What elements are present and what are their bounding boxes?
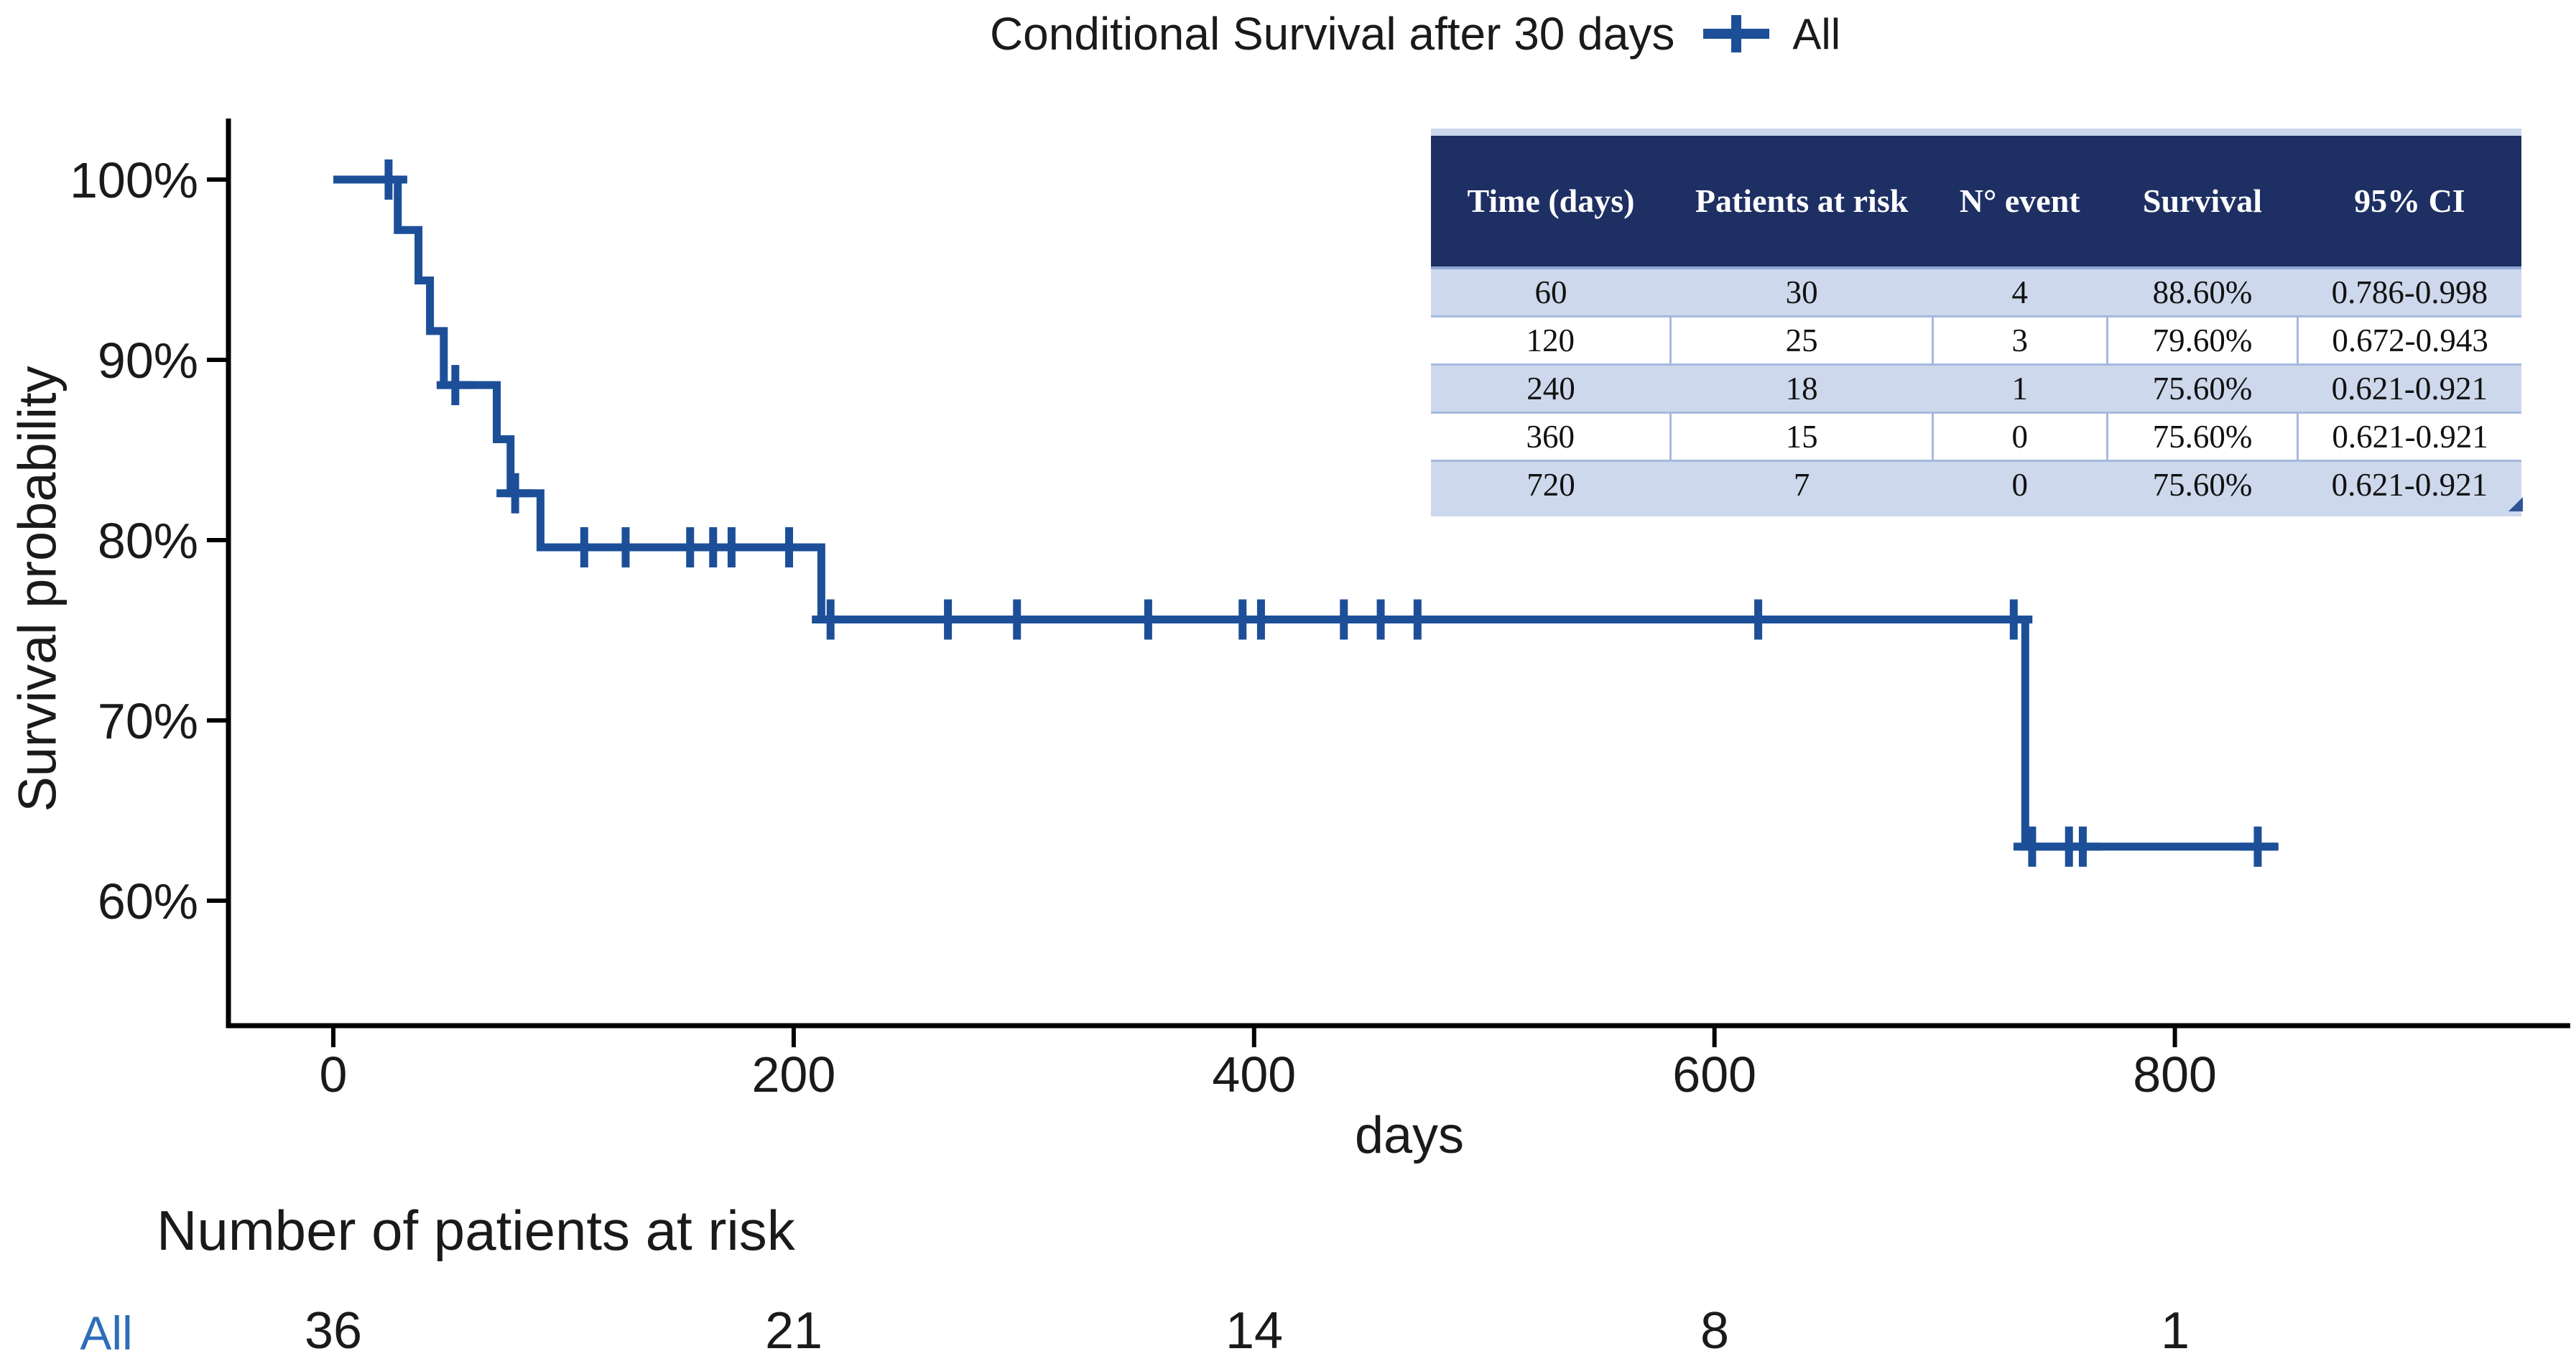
risk-count-day0: 36 <box>304 1302 363 1360</box>
censor-mark <box>496 473 534 514</box>
censor-mark <box>713 527 751 568</box>
risk-count-day400: 14 <box>1225 1302 1284 1360</box>
cell-at-risk: 18 <box>1670 363 1933 413</box>
x-tick-label: 600 <box>1672 1047 1756 1103</box>
x-tick-label: 0 <box>320 1047 348 1103</box>
risk-count-day600: 8 <box>1700 1302 1730 1360</box>
cell-events: 0 <box>1931 412 2108 461</box>
cell-ci: 0.786-0.998 <box>2297 266 2521 317</box>
censor-mark <box>812 599 850 640</box>
legend: All <box>1702 9 1840 59</box>
x-tick-label: 200 <box>752 1047 836 1103</box>
legend-label-all: All <box>1792 9 1841 58</box>
cell-survival: 75.60% <box>2107 363 2298 413</box>
x-tick-label: 400 <box>1212 1047 1296 1103</box>
col-header-patients-at-risk: Patients at risk <box>1670 136 1933 269</box>
risk-count-day200: 21 <box>764 1302 823 1360</box>
cell-time: 240 <box>1431 363 1671 413</box>
col-header-n-event: N° event <box>1932 136 2108 269</box>
cell-survival: 75.60% <box>2105 412 2299 461</box>
censor-mark <box>1242 599 1280 640</box>
cell-time: 360 <box>1431 412 1672 461</box>
risk-table-heading: Number of patients at risk <box>157 1199 795 1262</box>
risk-group-label: All <box>80 1307 133 1360</box>
cell-ci: 0.621-0.921 <box>2297 460 2521 508</box>
cell-ci: 0.621-0.921 <box>2297 363 2521 413</box>
y-tick-label: 60% <box>98 873 198 929</box>
cell-at-risk: 30 <box>1670 266 1933 317</box>
cell-survival: 79.60% <box>2105 315 2299 365</box>
y-tick-label: 90% <box>98 333 198 389</box>
censor-mark <box>1129 599 1167 640</box>
censor-mark <box>1325 599 1363 640</box>
y-tick-label: 70% <box>98 693 198 749</box>
censor-mark <box>929 599 967 640</box>
cell-at-risk: 7 <box>1670 460 1933 508</box>
col-header-time: Time (days) <box>1431 136 1671 269</box>
cell-events: 0 <box>1932 460 2108 508</box>
cell-events: 4 <box>1932 266 2108 317</box>
y-tick-label: 100% <box>70 152 198 208</box>
col-header-95ci: 95% CI <box>2297 136 2521 269</box>
title-row: Conditional Survival after 30 days All <box>0 7 2576 60</box>
cell-events: 1 <box>1932 363 2108 413</box>
censor-mark <box>436 365 474 406</box>
risk-count-day800: 1 <box>2160 1302 2190 1360</box>
cell-survival: 75.60% <box>2107 460 2298 508</box>
table-row: 120 25 3 79.60% 0.672-0.943 <box>1431 315 2521 365</box>
cell-time: 120 <box>1431 315 1672 365</box>
summary-table: Time (days) Patients at risk N° event Su… <box>1431 129 2521 516</box>
censor-mark <box>770 527 808 568</box>
cell-at-risk: 15 <box>1669 412 1934 461</box>
cell-time: 60 <box>1431 266 1671 317</box>
censor-mark <box>1739 599 1777 640</box>
cell-events: 3 <box>1931 315 2108 365</box>
censor-mark <box>1399 599 1437 640</box>
x-axis-title: days <box>1354 1107 1465 1164</box>
table-row: 240 18 1 75.60% 0.621-0.921 <box>1431 363 2521 413</box>
censor-mark <box>606 527 644 568</box>
summary-table-header-row: Time (days) Patients at risk N° event Su… <box>1431 136 2521 269</box>
x-tick-label: 800 <box>2133 1047 2217 1103</box>
km-curve <box>333 175 2279 851</box>
y-axis-title: Survival probability <box>7 366 68 812</box>
censor-mark <box>2238 826 2276 867</box>
censor-line-legend-icon <box>1703 15 1770 52</box>
cell-ci: 0.621-0.921 <box>2297 412 2521 461</box>
axis-lines <box>226 119 2570 1029</box>
censor-mark <box>2064 826 2102 867</box>
cell-at-risk: 25 <box>1669 315 1934 365</box>
col-header-survival: Survival <box>2107 136 2298 269</box>
table-row: 60 30 4 88.60% 0.786-0.998 <box>1431 266 2521 317</box>
table-row: 360 15 0 75.60% 0.621-0.921 <box>1431 412 2521 461</box>
censor-mark <box>1362 599 1400 640</box>
table-row: 720 7 0 75.60% 0.621-0.921 <box>1431 460 2521 508</box>
cell-ci: 0.672-0.943 <box>2297 315 2521 365</box>
y-tick-label: 80% <box>98 513 198 569</box>
cell-time: 720 <box>1431 460 1671 508</box>
censor-mark <box>998 599 1036 640</box>
censor-mark <box>369 159 407 200</box>
censor-mark <box>2013 826 2051 867</box>
cell-survival: 88.60% <box>2107 266 2298 317</box>
censor-mark <box>565 527 603 568</box>
censor-mark <box>1995 599 2033 640</box>
chart-title: Conditional Survival after 30 days <box>989 8 1675 60</box>
